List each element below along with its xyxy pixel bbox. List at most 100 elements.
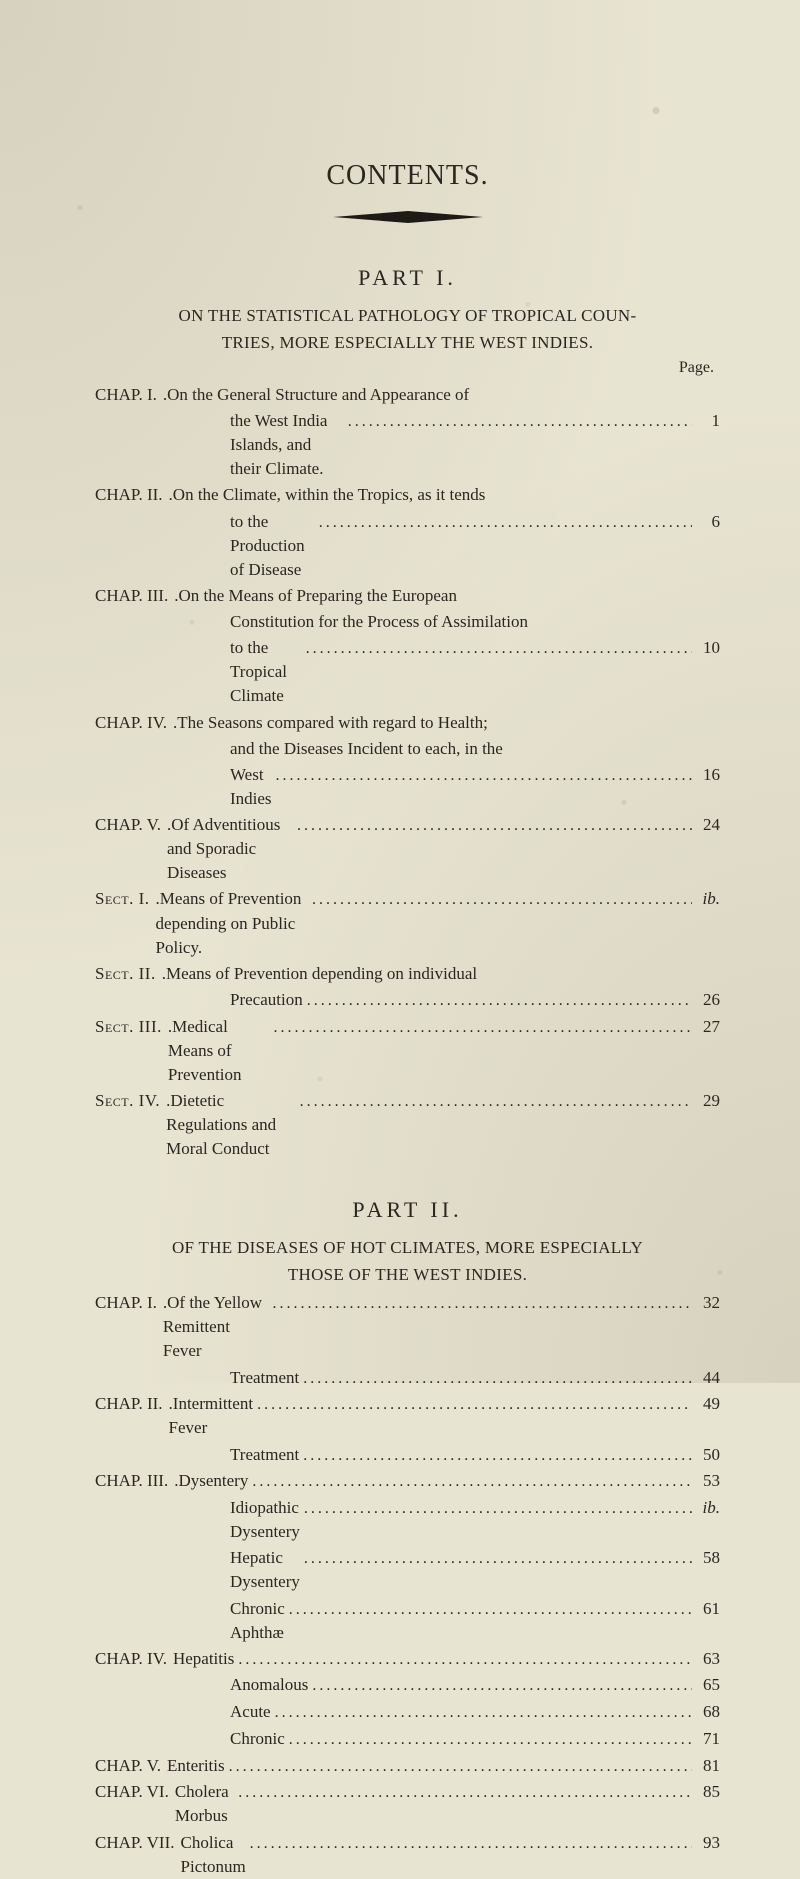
toc-page-number: ib. (692, 887, 720, 911)
toc-continuation-line: to the Tropical Climate.................… (95, 636, 720, 708)
part-subheading-line: ON THE STATISTICAL PATHOLOGY OF TROPICAL… (105, 305, 710, 328)
toc-entry-label: Sect. I. (95, 887, 150, 911)
dot-leader: ........................................… (299, 1368, 692, 1391)
toc-entry: CHAP. IV..The Seasons compared with rega… (95, 711, 720, 735)
toc-entry-text: .Dysentery (174, 1469, 248, 1493)
toc-page-number: 29 (692, 1089, 720, 1113)
toc-entry: CHAP. VII.Cholica Pictonum..............… (95, 1831, 720, 1879)
dot-leader: ........................................… (285, 1729, 692, 1752)
toc-continuation-line: West Indies.............................… (95, 763, 720, 811)
page-column-label: Page. (95, 359, 714, 377)
toc-entry: CHAP. V.Enteritis.......................… (95, 1754, 720, 1779)
toc-entry-label: CHAP. II. (95, 1392, 163, 1416)
dot-leader: ........................................… (308, 1675, 692, 1698)
toc-entry: CHAP. I..On the General Structure and Ap… (95, 383, 720, 407)
dot-leader: ........................................… (296, 1091, 692, 1114)
dot-leader: ........................................… (302, 638, 692, 661)
toc-page-number: 1 (692, 409, 720, 433)
toc-continuation-line: to the Production of Disease............… (95, 510, 720, 582)
toc-entry-label: Sect. II. (95, 962, 156, 986)
toc-entry-text: to the Tropical Climate (230, 636, 302, 708)
toc-entry-label: CHAP. IV. (95, 1647, 167, 1671)
toc-continuation-line: Acute...................................… (95, 1700, 720, 1725)
toc-entry-text: .Of the Yellow Remittent Fever (163, 1291, 269, 1363)
toc-entry-text: .The Seasons compared with regard to Hea… (173, 711, 488, 735)
toc-page-number: 65 (692, 1673, 720, 1697)
dot-leader: ........................................… (344, 411, 692, 434)
toc-entry-text: Constitution for the Process of Assimila… (230, 610, 528, 634)
toc-entry-label: CHAP. IV. (95, 711, 167, 735)
toc-entry-label: CHAP. I. (95, 1291, 157, 1315)
toc-page-number: 32 (692, 1291, 720, 1315)
toc-entry-label: CHAP. III. (95, 584, 168, 608)
toc-page-number: 10 (692, 636, 720, 660)
toc-entry: Sect. III..Medical Means of Prevention..… (95, 1015, 720, 1087)
toc-page-number: 81 (692, 1754, 720, 1778)
toc-page-number: 61 (692, 1597, 720, 1621)
dot-leader: ........................................… (299, 1445, 692, 1468)
toc-entry-text: Precaution (230, 988, 303, 1012)
toc-page-number: 27 (692, 1015, 720, 1039)
toc-page-number: 26 (692, 988, 720, 1012)
toc-page-number: 53 (692, 1469, 720, 1493)
toc-entry: CHAP. VI.Cholera Morbus.................… (95, 1780, 720, 1828)
toc-page-number: 58 (692, 1546, 720, 1570)
toc-page-number: 16 (692, 763, 720, 787)
toc-entry-text: and the Diseases Incident to each, in th… (230, 737, 503, 761)
part-subheading-line: TRIES, MORE ESPECIALLY THE WEST INDIES. (105, 332, 710, 355)
toc-entry: CHAP. III..On the Means of Preparing the… (95, 584, 720, 608)
toc-entry-text: Chronic Aphthæ (230, 1597, 285, 1645)
part-heading: PART II. (95, 1197, 720, 1223)
toc-entry-text: Chronic (230, 1727, 285, 1751)
toc-continuation-line: Idiopathic Dysentery....................… (95, 1496, 720, 1544)
toc-continuation-line: Precaution..............................… (95, 988, 720, 1013)
toc-entry-label: CHAP. VI. (95, 1780, 169, 1804)
dot-leader: ........................................… (269, 1017, 692, 1040)
toc-page-number: 49 (692, 1392, 720, 1416)
toc-continuation-line: Chronic.................................… (95, 1727, 720, 1752)
toc-continuation-line: Treatment...............................… (95, 1443, 720, 1468)
dot-leader: ........................................… (225, 1756, 692, 1779)
toc-entry: CHAP. I..Of the Yellow Remittent Fever..… (95, 1291, 720, 1363)
toc-entry-text: .Means of Prevention depending on indivi… (162, 962, 477, 986)
toc-continuation-line: the West India Islands, and their Climat… (95, 409, 720, 481)
toc-page-number: 24 (692, 813, 720, 837)
toc-entry-text: West Indies (230, 763, 272, 811)
toc-page-number: 85 (692, 1780, 720, 1804)
toc-entry-text: Cholera Morbus (175, 1780, 234, 1828)
toc-entry-text: .On the Climate, within the Tropics, as … (169, 483, 486, 507)
page-title: CONTENTS. (95, 160, 720, 192)
toc-entry-text: Hepatitis (173, 1647, 234, 1671)
toc-entry-text: .On the Means of Preparing the European (174, 584, 457, 608)
toc-page-number: ib. (692, 1496, 720, 1520)
toc-entry-label: CHAP. VII. (95, 1831, 175, 1855)
part-subheading-line: OF THE DISEASES OF HOT CLIMATES, MORE ES… (105, 1237, 710, 1260)
dot-leader: ........................................… (268, 1293, 692, 1316)
dot-leader: ........................................… (285, 1599, 692, 1622)
toc-entry: CHAP. V..Of Adventitious and Sporadic Di… (95, 813, 720, 885)
toc-page-number: 63 (692, 1647, 720, 1671)
toc-entry-text: Idiopathic Dysentery (230, 1496, 300, 1544)
toc-entry-text: Hepatic Dysentery (230, 1546, 300, 1594)
toc-continuation-line: Anomalous...............................… (95, 1673, 720, 1698)
dot-leader: ........................................… (248, 1471, 692, 1494)
toc-continuation-line: and the Diseases Incident to each, in th… (95, 737, 720, 761)
part-subheading-line: THOSE OF THE WEST INDIES. (105, 1264, 710, 1287)
dot-leader: ........................................… (246, 1833, 692, 1856)
toc-entry-text: .Intermittent Fever (169, 1392, 254, 1440)
toc-entry-text: the West India Islands, and their Climat… (230, 409, 344, 481)
toc-page-number: 50 (692, 1443, 720, 1467)
dot-leader: ........................................… (303, 990, 692, 1013)
toc-continuation-line: Constitution for the Process of Assimila… (95, 610, 720, 634)
toc-entry: CHAP. II..Intermittent Fever............… (95, 1392, 720, 1440)
dot-leader: ........................................… (300, 1498, 692, 1521)
ornament-divider (95, 210, 720, 229)
toc-page-number: 93 (692, 1831, 720, 1855)
toc-entry: Sect. II..Means of Prevention depending … (95, 962, 720, 986)
dot-leader: ........................................… (293, 815, 692, 838)
toc-page-number: 68 (692, 1700, 720, 1724)
toc-page-number: 71 (692, 1727, 720, 1751)
toc-entry-label: Sect. III. (95, 1015, 162, 1039)
dot-leader: ........................................… (234, 1649, 692, 1672)
toc-continuation-line: Hepatic Dysentery.......................… (95, 1546, 720, 1594)
